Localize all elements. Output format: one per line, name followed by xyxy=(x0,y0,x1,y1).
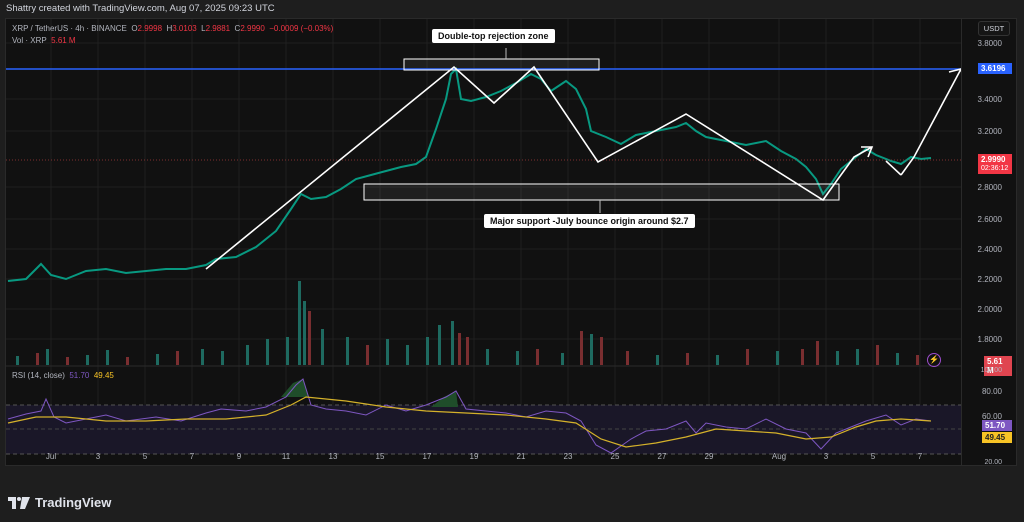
bar-countdown: 02:36:12 xyxy=(981,165,1009,172)
lightning-icon[interactable]: ⚡ xyxy=(927,353,941,367)
support-callout[interactable]: Major support -July bounce origin around… xyxy=(484,214,695,228)
currency-button[interactable]: USDT xyxy=(978,21,1010,36)
tradingview-logo-icon xyxy=(8,496,30,509)
rsi-value-label: 51.70 xyxy=(982,420,1012,431)
price-axis[interactable]: USDT 3.8000 3.4000 3.2000 2.8000 2.6000 … xyxy=(961,19,1016,465)
chart-frame[interactable]: XRP / TetherUS · 4h · BINANCE O2.9998 H3… xyxy=(5,18,1017,466)
double-top-callout[interactable]: Double-top rejection zone xyxy=(432,29,555,43)
volume-bars xyxy=(16,281,919,365)
last-price-label: 2.9990 02:36:12 xyxy=(978,154,1012,174)
rsi-ma-value-label: 49.45 xyxy=(982,432,1012,443)
pattern-lines xyxy=(205,65,873,270)
tradingview-logo[interactable]: TradingView xyxy=(8,495,111,510)
volume-value: 5.61 M xyxy=(51,36,76,45)
candles xyxy=(7,66,932,282)
rsi-legend: RSI (14, close) 51.70 49.45 xyxy=(12,371,114,380)
chart-canvas[interactable] xyxy=(6,19,1017,466)
rsi-ma-line xyxy=(7,396,932,448)
support-zone xyxy=(363,183,840,201)
volume-price-label: 5.61 M xyxy=(984,356,1012,376)
chart-caption: Shattry created with TradingView.com, Au… xyxy=(6,3,275,14)
symbol-legend: XRP / TetherUS · 4h · BINANCE O2.9998 H3… xyxy=(12,24,334,45)
volume-label: Vol · XRP xyxy=(12,36,47,45)
double-top-zone xyxy=(403,58,600,71)
symbol-label: XRP / TetherUS · 4h · BINANCE xyxy=(12,24,127,33)
change-value: −0.0009 (−0.03%) xyxy=(269,24,334,33)
rsi-line xyxy=(7,378,932,454)
resistance-price-label: 3.6196 xyxy=(978,63,1012,74)
